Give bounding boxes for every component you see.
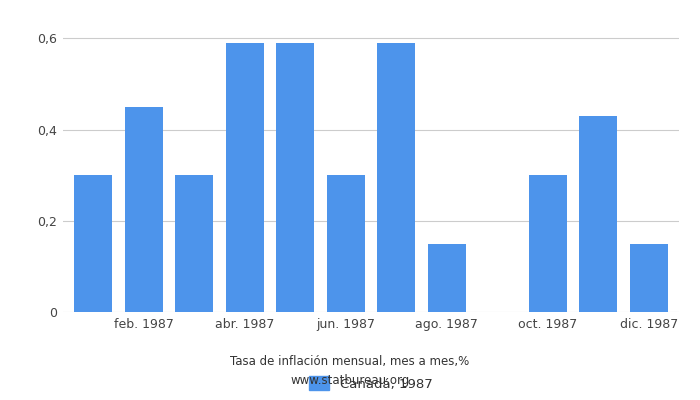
Bar bbox=[74, 175, 112, 312]
Bar bbox=[428, 244, 466, 312]
Bar bbox=[580, 116, 617, 312]
Bar bbox=[630, 244, 668, 312]
Bar bbox=[226, 43, 264, 312]
Bar bbox=[528, 175, 567, 312]
Text: www.statbureau.org: www.statbureau.org bbox=[290, 374, 410, 387]
Bar bbox=[276, 43, 314, 312]
Bar bbox=[377, 43, 415, 312]
Text: Tasa de inflación mensual, mes a mes,%: Tasa de inflación mensual, mes a mes,% bbox=[230, 356, 470, 368]
Legend: Canadá, 1987: Canadá, 1987 bbox=[304, 371, 438, 396]
Bar bbox=[125, 107, 162, 312]
Bar bbox=[327, 175, 365, 312]
Bar bbox=[175, 175, 214, 312]
